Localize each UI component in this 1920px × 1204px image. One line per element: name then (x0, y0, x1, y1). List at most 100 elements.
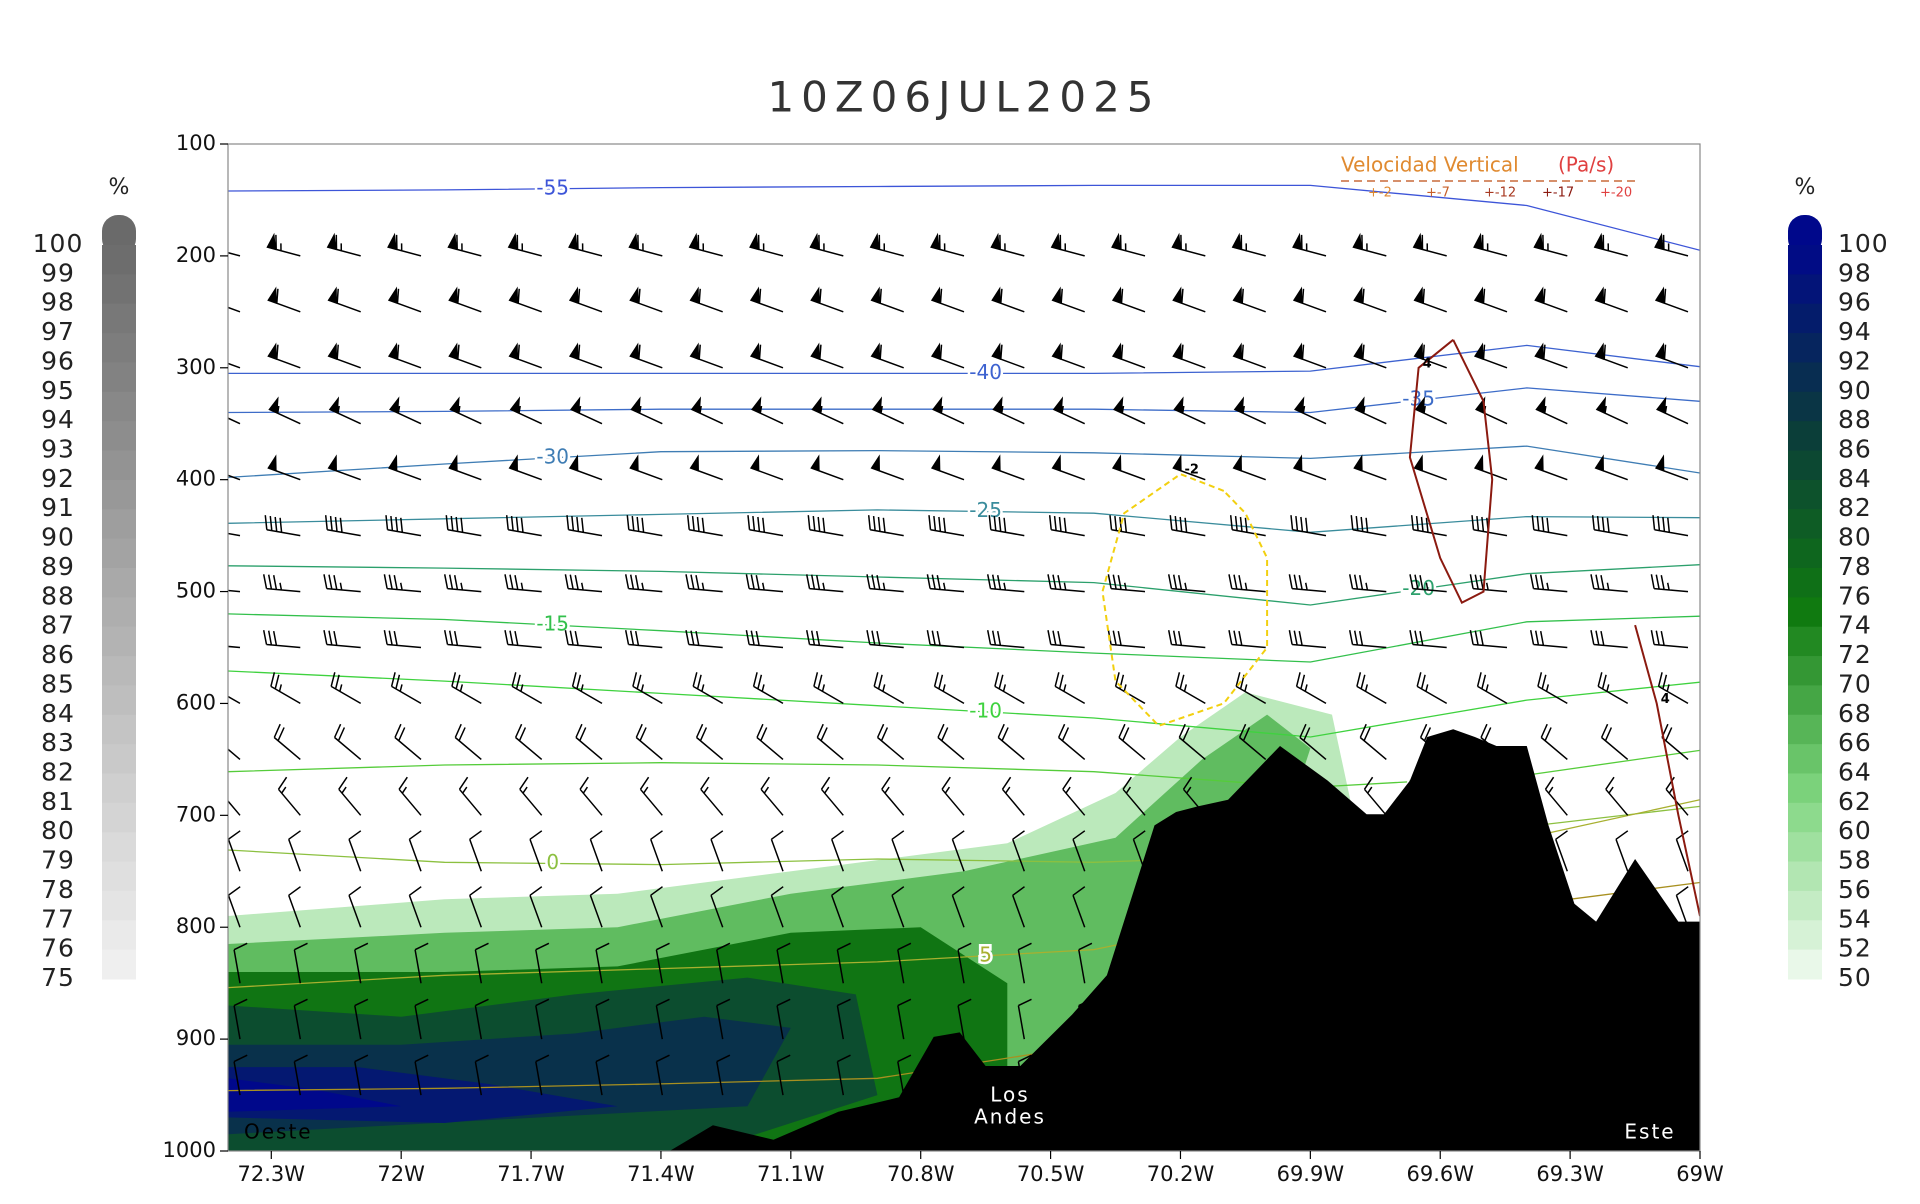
wind-barb (568, 342, 603, 369)
wind-barb (228, 799, 241, 816)
wind-barb (776, 942, 791, 984)
wind-barb (1290, 515, 1327, 537)
wind-barb (624, 630, 663, 649)
colorbar-label: 82 (1838, 493, 1872, 522)
wind-barb (1409, 574, 1447, 593)
wind-barb (387, 342, 422, 369)
wind-barb (930, 342, 965, 369)
colorbar-label: 90 (41, 523, 75, 552)
annotation: Los (990, 1083, 1029, 1107)
wind-barb (1171, 232, 1206, 257)
wind-barb (957, 998, 972, 1040)
wind-barb (655, 942, 670, 984)
colorbar-label: 66 (1838, 728, 1872, 757)
colorbar-swatch (102, 450, 136, 481)
wind-barb (649, 886, 664, 928)
wind-barb (504, 574, 542, 593)
colorbar-label: 54 (1838, 904, 1872, 933)
colorbar-label: 50 (1838, 963, 1872, 992)
wind-barb (951, 830, 965, 872)
wind-barb (629, 454, 663, 481)
wind-barb (448, 342, 482, 369)
wind-barb (293, 942, 308, 984)
wind-barb (716, 1054, 731, 1096)
wind-barb (710, 886, 724, 928)
colorbar-label: 98 (1838, 258, 1872, 287)
colorbar-label: 92 (41, 464, 75, 493)
wind-barb (630, 396, 663, 425)
colorbar-label: 78 (41, 875, 75, 904)
wind-barb (262, 574, 301, 593)
isotherm (228, 670, 1700, 738)
x-tick-label: 70.5W (1017, 1162, 1085, 1186)
wind-barb (749, 454, 784, 481)
wind-barb (451, 672, 482, 705)
wind-barb (354, 1054, 369, 1096)
wind-barb (354, 942, 369, 984)
colorbar-swatch (102, 802, 136, 833)
wind-barb (1473, 232, 1508, 257)
wind-barb (1675, 886, 1689, 928)
wind-barb (830, 886, 845, 928)
wind-barb (1654, 286, 1689, 313)
wind-barb (1292, 342, 1327, 369)
wind-barb (1554, 830, 1569, 872)
wind-barb (810, 286, 844, 313)
wind-barb (474, 998, 489, 1040)
wind-barb (233, 1054, 248, 1096)
wind-barb (897, 1054, 912, 1096)
colorbar-label: 74 (1838, 611, 1872, 640)
wind-barb (710, 830, 724, 872)
wind-barb (811, 396, 844, 425)
wind-barb (228, 474, 241, 481)
colorbar-label: 78 (1838, 552, 1872, 581)
wind-barb (933, 672, 965, 705)
colorbar-label: 80 (1838, 523, 1872, 552)
colorbar-swatch (1788, 714, 1822, 745)
wind-barb (997, 723, 1025, 760)
wind-barb (716, 998, 731, 1040)
wind-barb (1473, 286, 1508, 313)
wind-barb (805, 574, 844, 593)
wind-barb (685, 574, 723, 593)
contour-label: 4 (1423, 356, 1432, 371)
wind-barb (810, 342, 844, 369)
colorbar-swatch (1788, 861, 1822, 892)
colorbar-label: 77 (41, 904, 75, 933)
wind-barb (760, 776, 784, 816)
colorbar-swatch (1788, 509, 1822, 540)
wind-barb (635, 723, 663, 760)
wind-barb (277, 776, 301, 816)
isotherm-label: 5 (979, 942, 992, 966)
wind-barb (267, 342, 301, 369)
wind-barb (1295, 672, 1327, 705)
wind-barb (354, 998, 369, 1040)
colorbar-swatch (102, 773, 136, 804)
wind-barb (1232, 454, 1266, 481)
wind-barb (383, 574, 422, 593)
wind-barb (1412, 232, 1447, 257)
wind-barb (505, 515, 542, 537)
wind-barb (1654, 454, 1689, 481)
wind-barb (937, 723, 965, 760)
wind-barb (1409, 630, 1447, 649)
wind-barb (443, 574, 482, 593)
wind-barb (1051, 454, 1085, 481)
colorbar-swatch (102, 714, 136, 745)
x-tick-label: 69.6W (1406, 1162, 1474, 1186)
wind-barb (1078, 942, 1093, 984)
wind-barb (807, 515, 844, 537)
wind-barb (293, 1054, 308, 1096)
wind-barb (629, 286, 663, 313)
wind-barb (867, 515, 904, 537)
y-tick-label: 100 (176, 131, 216, 155)
wind-barb (507, 232, 542, 257)
wind-barb (1107, 630, 1146, 649)
wind-barb (1178, 723, 1206, 760)
colorbar-label: 95 (41, 376, 75, 405)
colorbar-label: 75 (41, 963, 75, 992)
wind-barb (445, 515, 482, 537)
wind-barb (264, 515, 301, 537)
wind-barb (685, 630, 723, 649)
wind-barb (695, 723, 724, 760)
